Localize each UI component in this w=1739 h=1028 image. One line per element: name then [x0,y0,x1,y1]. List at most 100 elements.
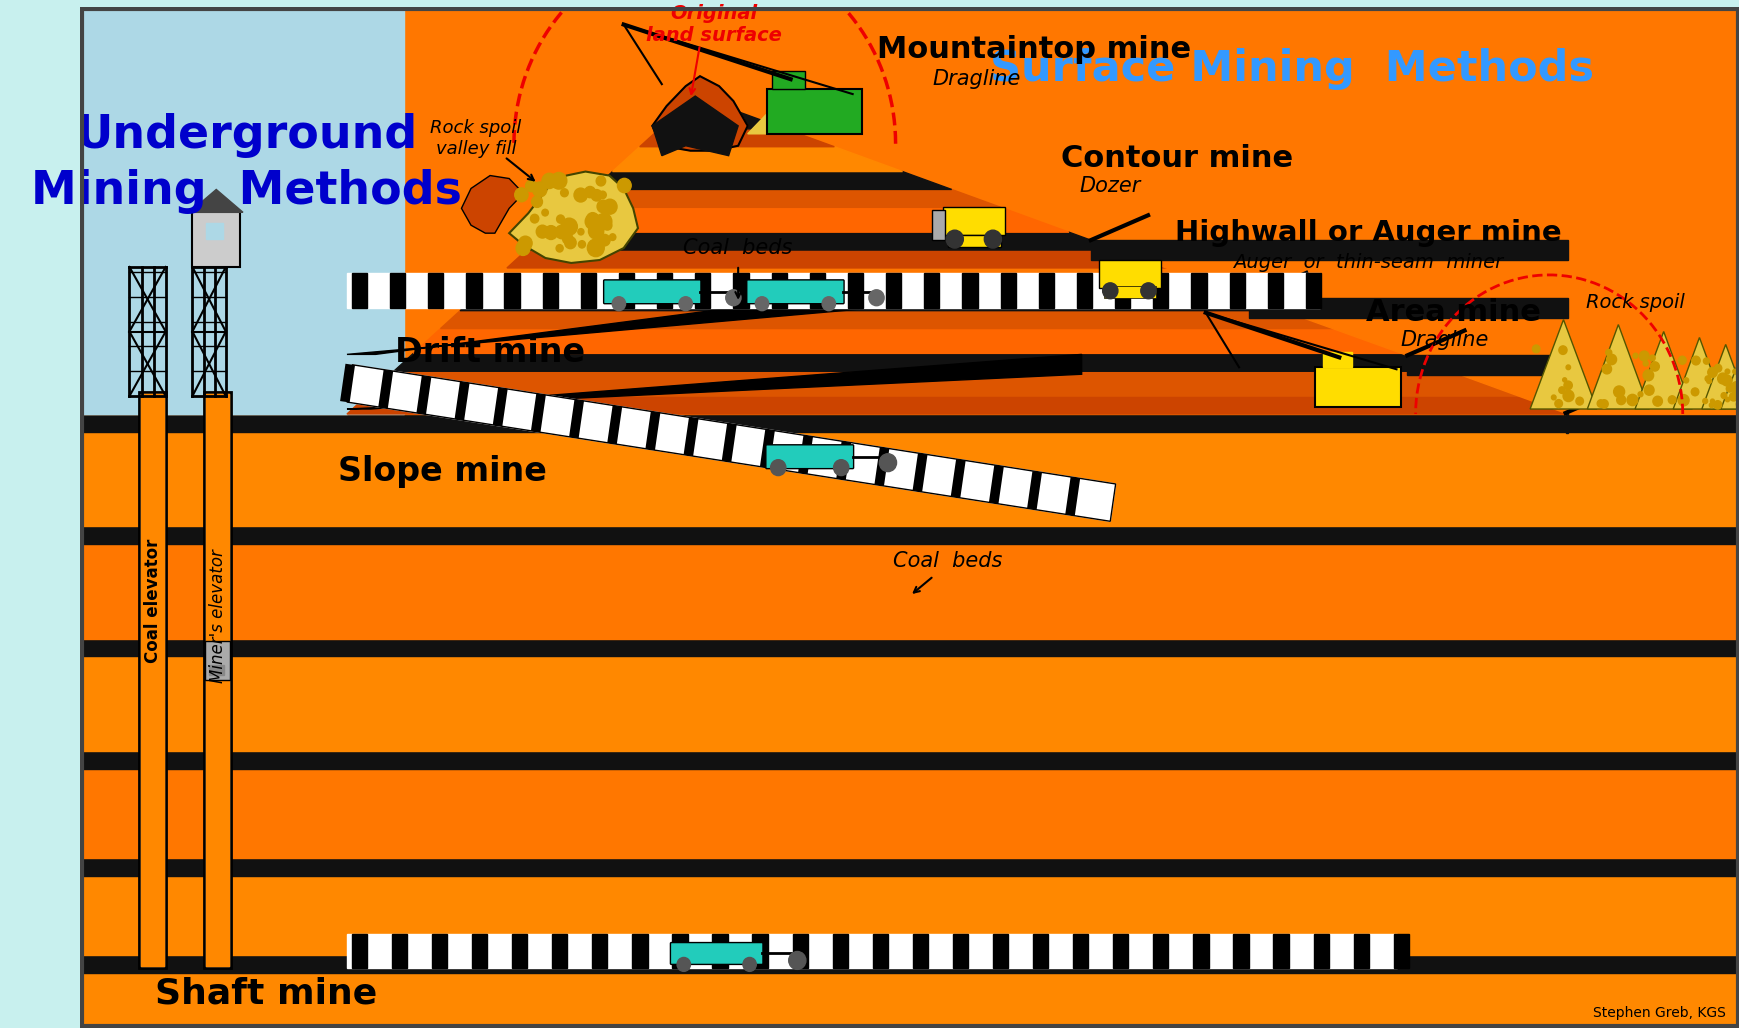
Bar [351,272,367,307]
Text: Contour mine: Contour mine [1061,144,1292,173]
Circle shape [1720,375,1730,386]
Circle shape [1602,364,1610,374]
Bar [391,933,407,968]
Polygon shape [593,172,951,189]
Circle shape [577,228,584,235]
Circle shape [1626,395,1636,406]
Polygon shape [748,109,824,134]
Bar [1191,272,1205,307]
Polygon shape [612,147,903,172]
Circle shape [556,245,563,252]
Circle shape [1706,378,1711,383]
Text: Drift mine: Drift mine [395,336,584,369]
Circle shape [1720,393,1725,399]
Circle shape [596,176,605,186]
Bar [1268,272,1282,307]
Circle shape [596,200,609,213]
Bar [833,933,847,968]
Circle shape [593,216,602,225]
Circle shape [770,460,786,476]
Circle shape [560,218,577,235]
Text: Coal  beds: Coal beds [683,238,793,258]
Circle shape [591,215,603,228]
Text: Stephen Greb, KGS: Stephen Greb, KGS [1591,1006,1725,1020]
Bar [885,272,901,307]
Circle shape [565,236,576,249]
Circle shape [1642,361,1647,366]
Bar [1099,260,1160,288]
Text: Miner's elevator: Miner's elevator [209,549,228,683]
Bar [657,272,671,307]
Bar [873,933,887,968]
Circle shape [1141,283,1155,299]
Circle shape [602,199,617,214]
Circle shape [1555,400,1562,407]
Bar [1313,933,1329,968]
FancyBboxPatch shape [670,943,762,964]
Circle shape [1723,369,1729,374]
Circle shape [1612,386,1624,398]
Bar [205,223,223,240]
Bar [711,933,727,968]
Bar [1315,367,1400,407]
Bar [431,933,447,968]
Circle shape [833,460,849,476]
Bar [591,933,607,968]
Bar [511,933,527,968]
Bar [209,665,224,675]
Circle shape [532,196,543,208]
Bar [809,272,824,307]
Bar [80,974,1739,1028]
Circle shape [725,290,741,305]
Circle shape [1652,396,1661,406]
Text: Shaft mine: Shaft mine [155,977,377,1011]
Text: Underground
Mining  Methods: Underground Mining Methods [31,113,463,214]
Polygon shape [1673,337,1725,409]
Bar [913,933,927,968]
Polygon shape [346,365,1115,521]
Circle shape [596,214,612,229]
Circle shape [560,189,569,196]
Circle shape [1551,395,1555,400]
Bar [205,394,228,966]
Bar [1038,272,1054,307]
Bar [1153,933,1169,968]
Circle shape [1709,399,1713,403]
Bar [1407,356,1567,375]
Bar [767,89,863,134]
Bar [847,272,863,307]
Bar [1103,286,1155,298]
Bar [948,235,1000,247]
Bar [551,933,567,968]
Circle shape [541,174,556,188]
Circle shape [551,173,567,189]
Circle shape [1706,367,1716,377]
Bar [1193,933,1209,968]
Bar [751,933,767,968]
Circle shape [1558,345,1567,355]
Circle shape [1563,381,1572,390]
Circle shape [598,234,610,246]
Circle shape [586,213,598,225]
Circle shape [1725,386,1732,392]
Bar [770,272,786,307]
Polygon shape [1249,298,1567,356]
Bar [1000,272,1016,307]
Bar [1229,272,1243,307]
Bar [390,272,405,307]
Bar [1076,272,1092,307]
Circle shape [678,297,692,310]
Bar [80,6,346,414]
Circle shape [1729,393,1737,401]
Bar [581,272,596,307]
Bar [80,432,1739,526]
Bar [1273,933,1289,968]
Circle shape [1668,396,1675,404]
Circle shape [1683,378,1687,383]
Circle shape [1708,403,1713,408]
Polygon shape [1635,331,1692,409]
Bar [791,933,807,968]
Text: Auger  or  thin-seam  miner: Auger or thin-seam miner [1233,254,1502,272]
Bar [141,394,163,966]
Circle shape [1713,364,1722,372]
